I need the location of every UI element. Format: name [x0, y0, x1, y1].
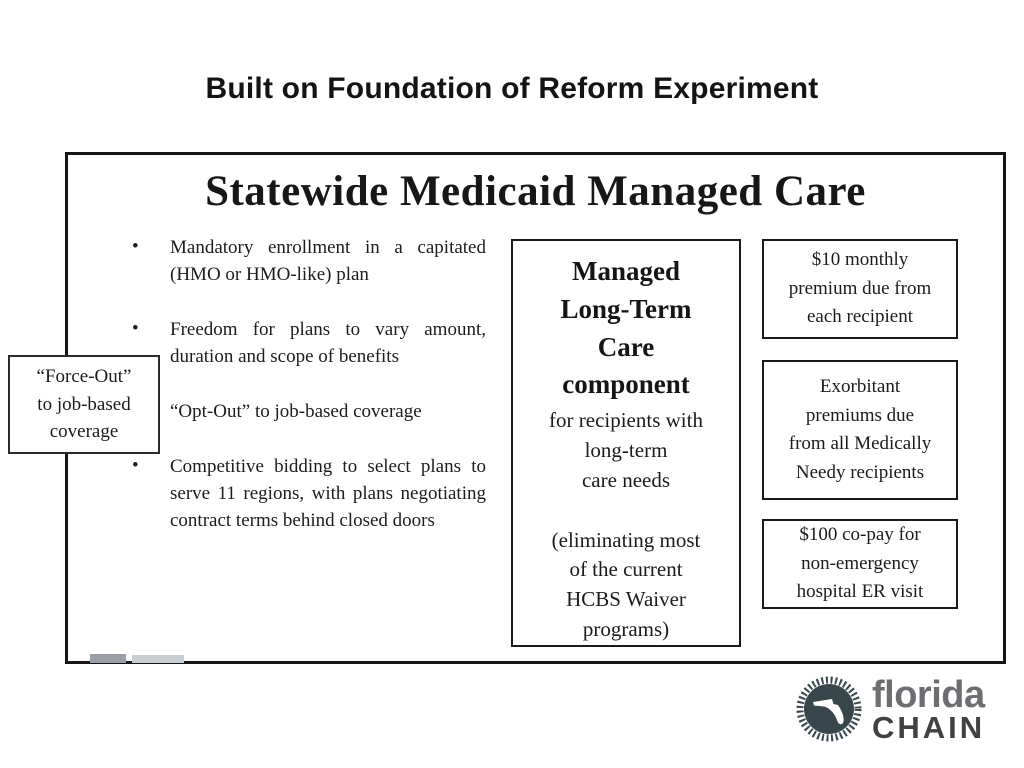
bullet-text: “Opt-Out” to job-based coverage	[170, 400, 422, 422]
florida-chain-logo: florida CHAIN	[796, 673, 986, 747]
bullet-dot-icon: •	[132, 317, 139, 339]
force-out-callout: “Force-Out” to job-based coverage	[8, 355, 160, 454]
copay-box-er-visit: $100 co-pay for non-emergency hospital E…	[762, 519, 958, 609]
bullet-dot-icon: •	[132, 236, 139, 257]
florida-sunburst-icon	[796, 676, 862, 747]
bullet-item-mandatory-enrollment: • Mandatory enrollment in a capitated (H…	[130, 235, 486, 289]
logo-text-florida: florida	[872, 673, 985, 716]
center-box-title: Managed Long-Term Care component	[560, 256, 692, 400]
bullet-list: • Mandatory enrollment in a capitated (H…	[130, 235, 486, 563]
logo-wordmark: florida CHAIN	[872, 673, 986, 745]
panel-heading: Statewide Medicaid Managed Care	[205, 168, 866, 215]
managed-long-term-care-box: Managed Long-Term Care component for rec…	[511, 239, 741, 647]
center-box-subtitle: for recipients with long-term care needs	[549, 408, 703, 492]
premium-box-medically-needy: Exorbitant premiums due from all Medical…	[762, 360, 958, 500]
center-box-note: (eliminating most of the current HCBS Wa…	[551, 527, 701, 642]
bullet-text: Competitive bidding to select plans to s…	[170, 455, 486, 531]
bullet-dot-icon: •	[132, 454, 139, 476]
bullet-text: Freedom for plans to vary amount, durati…	[170, 318, 486, 367]
bullet-text: Mandatory enrollment in a capitated (HMO…	[170, 237, 486, 285]
bullet-item-opt-out: “Opt-Out” to job-based coverage	[130, 399, 486, 426]
slide-title: Built on Foundation of Reform Experiment	[205, 72, 819, 105]
logo-text-chain: CHAIN	[872, 709, 986, 745]
bullet-item-freedom-for-plans: • Freedom for plans to vary amount, dura…	[130, 317, 486, 371]
scan-artifact	[132, 655, 184, 663]
scan-artifact	[90, 654, 126, 663]
premium-box-monthly: $10 monthly premium due from each recipi…	[762, 239, 958, 339]
bullet-item-competitive-bidding: • Competitive bidding to select plans to…	[130, 454, 486, 535]
reform-summary-panel: Statewide Medicaid Managed Care • Mandat…	[65, 152, 1006, 664]
